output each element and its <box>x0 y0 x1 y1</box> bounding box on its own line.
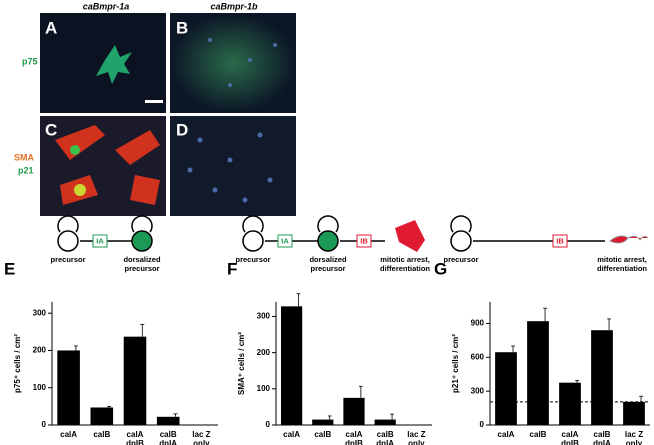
x-tick-label: only <box>408 439 425 445</box>
y-tick-label: 300 <box>33 308 47 317</box>
y-axis-label: p75⁺ cells / cm² <box>13 334 22 393</box>
x-tick-label: calA <box>562 430 579 439</box>
cell-icon <box>395 220 425 252</box>
bar <box>559 382 581 425</box>
scale-bar <box>145 100 163 103</box>
y-tick-label: 300 <box>471 386 485 395</box>
x-tick-label: calA <box>127 430 144 439</box>
y-tick-label: 100 <box>257 384 271 393</box>
y-tick-label: 200 <box>33 346 47 355</box>
y-axis-label: p21⁺ cells / cm² <box>451 334 460 393</box>
nucleus <box>70 145 80 155</box>
x-tick-label: calA <box>498 430 515 439</box>
x-tick-label: calB <box>530 430 547 439</box>
x-tick-label: dnIA <box>593 439 611 445</box>
bar <box>312 419 334 425</box>
panel-letter: G <box>434 259 447 278</box>
panel-letter: F <box>227 259 237 278</box>
x-tick-label: calB <box>594 430 611 439</box>
box-label: IA <box>96 236 104 245</box>
box <box>277 234 293 248</box>
x-tick-label: dnIB <box>345 439 363 445</box>
node-label: precursor <box>124 264 159 273</box>
micrograph-a <box>40 13 166 113</box>
row-label: p75 <box>22 56 38 66</box>
nucleus <box>74 184 86 196</box>
x-tick-label: lac Z <box>407 430 425 439</box>
micrograph-d <box>170 116 296 216</box>
bar <box>280 306 303 425</box>
micrograph-b <box>170 13 296 113</box>
x-tick-label: lac Z <box>625 430 643 439</box>
x-tick-label: calA <box>346 430 363 439</box>
panel-letter: E <box>4 259 15 278</box>
bar <box>527 321 549 425</box>
cell-icon <box>609 235 649 244</box>
node-label: mitotic arrest, <box>380 255 430 264</box>
node-label: mitotic arrest, <box>597 255 647 264</box>
bar <box>495 352 517 425</box>
y-tick-label: 0 <box>42 420 47 429</box>
box <box>356 234 372 248</box>
cell <box>96 45 132 84</box>
y-tick-label: 0 <box>266 420 271 429</box>
bar <box>591 330 613 425</box>
box-label: IB <box>556 236 564 245</box>
bar <box>57 350 80 425</box>
x-tick-label: dnIA <box>376 439 394 445</box>
y-tick-label: 600 <box>471 352 485 361</box>
bar <box>123 336 147 425</box>
node-label: differentiation <box>597 264 647 273</box>
bar <box>374 419 396 425</box>
panel-letter: A <box>45 18 57 37</box>
node-label: precursor <box>50 255 85 264</box>
box-label: IA <box>281 236 289 245</box>
y-tick-label: 100 <box>33 383 47 392</box>
bar <box>90 407 114 425</box>
node-label: dorsalized <box>309 255 347 264</box>
column-title: caBmpr-1a <box>83 1 130 11</box>
box-label: IB <box>360 236 368 245</box>
panel-letter: C <box>45 120 57 139</box>
x-tick-label: only <box>193 439 210 445</box>
row-label: SMA <box>14 152 35 162</box>
box <box>552 234 568 248</box>
column-title: caBmpr-1b <box>210 1 258 11</box>
bar <box>623 401 645 425</box>
x-tick-label: calA <box>283 430 300 439</box>
x-tick-label: calB <box>160 430 177 439</box>
node-label: precursor <box>310 264 345 273</box>
panel-letter: D <box>176 120 188 139</box>
x-tick-label: dnIB <box>126 439 144 445</box>
x-tick-label: calB <box>314 430 331 439</box>
nuclei <box>187 38 277 203</box>
y-axis-label: SMA⁺ cells / cm² <box>237 332 246 395</box>
x-tick-label: calB <box>377 430 394 439</box>
x-tick-label: lac Z <box>192 430 210 439</box>
panel-letter: B <box>176 18 188 37</box>
x-tick-label: calA <box>60 430 77 439</box>
y-tick-label: 900 <box>471 319 485 328</box>
bar <box>156 416 180 425</box>
x-tick-label: dnIB <box>561 439 579 445</box>
bar <box>343 397 365 425</box>
x-tick-label: only <box>626 439 643 445</box>
row-label: p21 <box>18 165 34 175</box>
x-tick-label: dnIA <box>159 439 177 445</box>
node-label: dorsalized <box>123 255 161 264</box>
y-tick-label: 300 <box>257 312 271 321</box>
y-tick-label: 0 <box>480 420 485 429</box>
y-tick-label: 200 <box>257 348 271 357</box>
x-tick-label: calB <box>93 430 110 439</box>
node-label: differentiation <box>380 264 430 273</box>
diagrams <box>57 215 605 252</box>
node-label: precursor <box>235 255 270 264</box>
box <box>92 234 108 248</box>
node-label: precursor <box>443 255 478 264</box>
